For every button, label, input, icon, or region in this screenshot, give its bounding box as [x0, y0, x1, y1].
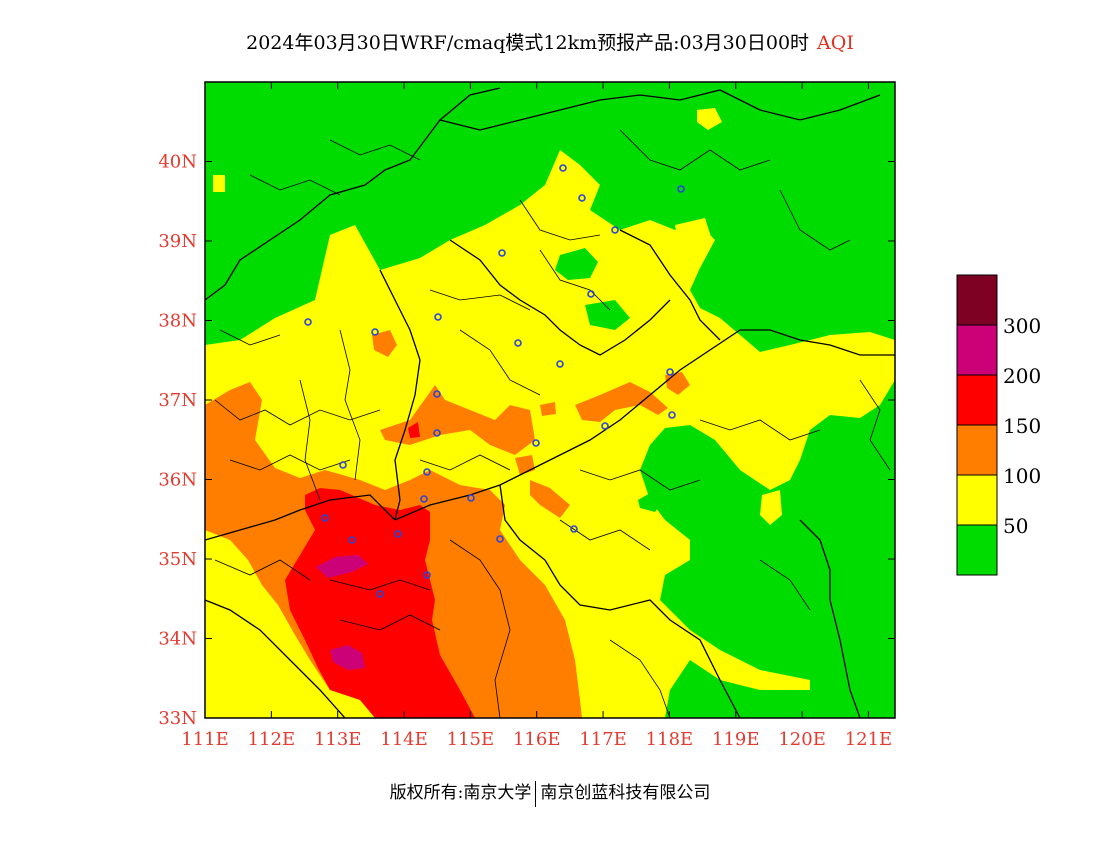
- lon-tick-label: 118E: [646, 729, 694, 750]
- lat-tick-label: 39N: [158, 231, 197, 252]
- city-marker: [433, 390, 441, 398]
- aqi-zone-green: [638, 492, 662, 512]
- legend-label: 100: [1003, 464, 1041, 488]
- aqi-zone-orange: [530, 480, 570, 518]
- legend-label: 300: [1003, 314, 1041, 338]
- city-marker: [578, 194, 586, 202]
- aqi-zone-red: [285, 488, 475, 718]
- city-marker: [420, 495, 428, 503]
- city-marker: [570, 525, 578, 533]
- legend-swatch: [956, 324, 998, 376]
- aqi-zone-yellow: [697, 108, 722, 130]
- lon-tick-label: 113E: [314, 729, 362, 750]
- aqi-legend: 50 100 150 200 300: [956, 274, 1041, 576]
- city-marker: [498, 249, 506, 257]
- city-marker: [376, 590, 384, 598]
- lat-tick-label: 37N: [158, 390, 197, 411]
- legend-label: 200: [1003, 364, 1041, 388]
- city-marker: [423, 571, 431, 579]
- copyright-company: 南京创蓝科技有限公司: [540, 783, 711, 803]
- city-marker: [304, 318, 312, 326]
- city-markers: [304, 164, 685, 598]
- aqi-zone-yellow: [760, 490, 782, 525]
- aqi-field: [205, 82, 895, 718]
- legend-swatch: [956, 274, 998, 326]
- copyright-footer: 版权所有:南京大学 南京创蓝科技有限公司: [0, 778, 1100, 807]
- lon-tick-label: 111E: [181, 729, 229, 750]
- aqi-zone-red: [408, 422, 420, 438]
- city-marker: [496, 535, 504, 543]
- aqi-zone-yellow: [675, 218, 712, 265]
- city-marker: [587, 290, 595, 298]
- city-marker: [423, 468, 431, 476]
- city-marker: [668, 411, 676, 419]
- aqi-zone-purple: [330, 645, 365, 670]
- city-marker: [394, 530, 402, 538]
- city-marker: [677, 185, 685, 193]
- lon-tick-label: 114E: [380, 729, 428, 750]
- lon-tick-label: 117E: [579, 729, 627, 750]
- title-text: 2024年03月30日WRF/cmaq模式12km预报产品:03月30日00时: [246, 32, 810, 54]
- city-marker: [666, 368, 674, 376]
- lon-tick-label: 120E: [778, 729, 826, 750]
- city-marker: [556, 360, 564, 368]
- city-marker: [601, 422, 609, 430]
- city-marker: [611, 226, 619, 234]
- lon-tick-label: 121E: [845, 729, 893, 750]
- lat-tick-label: 40N: [158, 152, 197, 173]
- aqi-zone-green: [555, 248, 598, 280]
- map-title: 2024年03月30日WRF/cmaq模式12km预报产品:03月30日00时 A…: [0, 28, 1100, 55]
- province-boundaries: [205, 87, 895, 718]
- legend-swatch: [956, 374, 998, 426]
- city-marker: [532, 439, 540, 447]
- copyright-separator: [535, 780, 537, 807]
- city-marker: [321, 514, 329, 522]
- lon-tick-label: 116E: [513, 729, 561, 750]
- lon-tick-label: 119E: [712, 729, 760, 750]
- legend-swatch: [956, 424, 998, 476]
- county-boundaries: [214, 129, 891, 718]
- legend-swatch: [956, 524, 998, 576]
- lat-tick-label: 34N: [158, 629, 197, 650]
- lat-tick-label: 33N: [158, 708, 197, 729]
- lat-tick-label: 38N: [158, 311, 197, 332]
- city-marker: [348, 536, 356, 544]
- city-marker: [467, 494, 475, 502]
- legend-label: 150: [1003, 414, 1041, 438]
- legend-swatch: [956, 474, 998, 526]
- city-marker: [339, 461, 347, 469]
- aqi-zone-yellow: [213, 175, 225, 192]
- aqi-zone-orange: [372, 330, 397, 357]
- aqi-zone-orange: [575, 382, 668, 422]
- copyright-owner: 版权所有:南京大学: [389, 783, 532, 803]
- aqi-zone-orange: [380, 385, 535, 455]
- lat-tick-label: 35N: [158, 549, 197, 570]
- city-marker: [559, 164, 567, 172]
- lon-tick-label: 112E: [248, 729, 296, 750]
- aqi-zone-green: [585, 300, 630, 330]
- aqi-zone-orange: [540, 402, 556, 416]
- city-marker: [434, 313, 442, 321]
- aqi-label: AQI: [817, 32, 854, 54]
- lat-tick-label: 36N: [158, 470, 197, 491]
- aqi-zone-purple: [316, 555, 368, 578]
- legend-label: 50: [1003, 514, 1028, 538]
- city-marker: [371, 328, 379, 336]
- axis-ticks: 111E 112E 113E 114E 115E 116E 117E 118E 119E 120E…: [158, 82, 895, 750]
- city-marker: [433, 429, 441, 437]
- lon-tick-label: 115E: [447, 729, 495, 750]
- city-marker: [514, 339, 522, 347]
